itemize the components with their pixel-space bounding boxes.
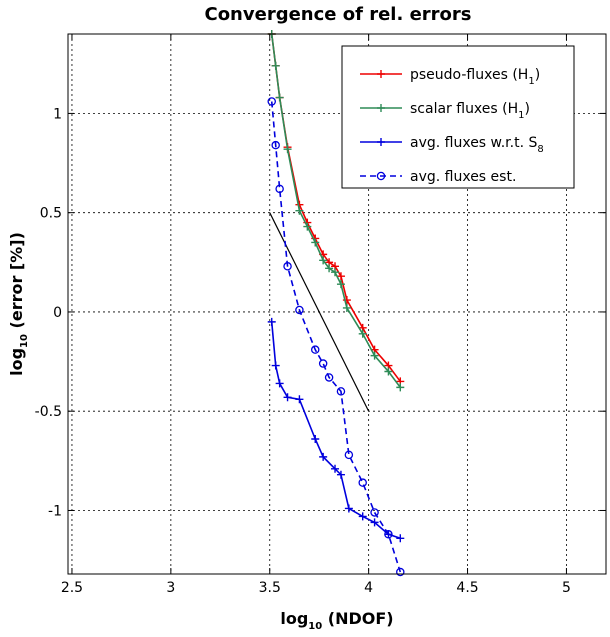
data-point [311, 435, 320, 443]
chart-title: Convergence of rel. errors [204, 4, 471, 25]
data-point [271, 140, 280, 150]
data-point [275, 93, 284, 102]
data-point [331, 464, 340, 473]
data-point [344, 504, 353, 513]
data-point [295, 305, 304, 315]
data-point [303, 222, 312, 231]
legend-marker [377, 104, 385, 112]
data-point [318, 359, 328, 368]
data-point [358, 478, 367, 487]
data-point [370, 518, 379, 527]
legend-marker [376, 171, 386, 181]
x-tick-label: 4.5 [456, 580, 478, 596]
x-tick-label: 5 [562, 580, 571, 596]
data-point [396, 383, 405, 392]
series-group [267, 30, 405, 577]
data-point [310, 345, 320, 354]
x-tick-label: 2.5 [61, 580, 83, 596]
data-point [324, 373, 334, 382]
legend-marker [377, 138, 385, 146]
data-point [319, 256, 328, 265]
axis-ticks: 2.5 3 3.5 4 4.5 5 -1 -0.5 0 0.5 1 [35, 34, 606, 596]
data-point [384, 530, 393, 539]
x-axis-label-sub: 10 [308, 621, 322, 632]
series-1 [267, 30, 405, 392]
x-axis-label: log10 (NDOF) [280, 609, 393, 632]
legend-box [341, 45, 575, 189]
data-point [370, 508, 379, 517]
legend-entry: avg. fluxes est. [410, 169, 516, 185]
data-point [267, 97, 276, 106]
series-line [270, 321, 401, 540]
y-axis-label-prefix: log [7, 348, 26, 376]
series-line [270, 101, 402, 573]
legend-marker [377, 70, 385, 78]
data-point [336, 280, 345, 289]
data-point [295, 395, 304, 404]
series-2 [267, 317, 405, 543]
series-3 [267, 97, 405, 577]
x-tick-label: 4 [364, 580, 373, 596]
data-point [283, 145, 292, 154]
data-point [271, 361, 280, 370]
data-point [336, 387, 346, 396]
y-tick-label: 0.5 [40, 206, 62, 222]
x-tick-label: 3 [166, 580, 175, 596]
legend-entry: scalar fluxes (H1) [410, 101, 530, 121]
data-point [384, 367, 393, 376]
data-point [396, 534, 405, 543]
x-axis-label-prefix: log [280, 609, 308, 628]
y-axis-label-suffix: (error [%]) [7, 232, 26, 334]
legend-entry: avg. fluxes w.r.t. S8 [410, 135, 544, 155]
data-point [396, 567, 405, 577]
data-point [358, 512, 367, 521]
x-tick-label: 3.5 [259, 580, 281, 596]
y-axis-label: log10 (error [%]) [7, 232, 30, 376]
data-point [283, 393, 292, 402]
data-point [275, 184, 284, 194]
legend-entry: pseudo-fluxes (H1) [410, 67, 540, 87]
data-point [283, 262, 292, 271]
y-tick-label: -0.5 [35, 404, 62, 420]
data-point [331, 268, 340, 277]
data-point [358, 329, 367, 338]
legend: pseudo-fluxes (H1) scalar fluxes (H1) avg.… [341, 45, 575, 189]
data-point [267, 317, 276, 326]
series-line [270, 33, 401, 388]
data-point [336, 272, 345, 281]
y-tick-label: 0 [53, 305, 62, 321]
y-tick-label: 1 [53, 106, 62, 122]
data-point [295, 206, 304, 215]
data-point [325, 264, 334, 273]
data-point [342, 303, 351, 312]
x-axis-label-suffix: (NDOF) [322, 609, 393, 628]
plot-frame [67, 33, 607, 575]
data-point [311, 238, 320, 247]
data-point [319, 452, 328, 461]
y-tick-label: -1 [48, 503, 62, 519]
data-point [370, 351, 379, 360]
data-point [336, 470, 345, 479]
data-point [271, 61, 280, 70]
data-point [344, 450, 354, 460]
data-point [275, 379, 284, 388]
y-axis-label-sub: 10 [19, 334, 30, 348]
